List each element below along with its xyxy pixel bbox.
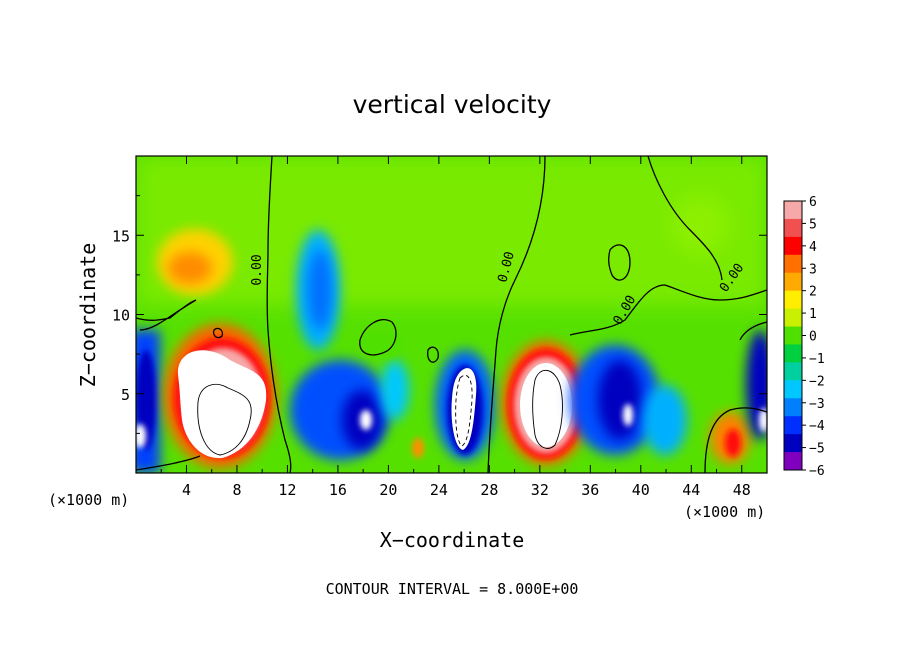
white-spot-18 — [360, 410, 372, 430]
x-tick-label: 44 — [682, 481, 700, 499]
contour-bottom-right — [704, 407, 767, 473]
colorbar-swatch — [784, 434, 802, 453]
colorbar-tick-label: −1 — [809, 352, 825, 367]
colorbar-swatch — [784, 308, 802, 328]
colorbar-swatch — [784, 362, 802, 381]
colorbar-swatch — [784, 380, 802, 399]
colorbar-tick-label: −2 — [809, 374, 825, 389]
x-tick-label: 12 — [278, 481, 296, 499]
colorbar-swatch — [784, 452, 802, 471]
colorbar-tick-label: 1 — [809, 307, 817, 322]
y-tick-label: 10 — [112, 307, 130, 325]
x-tick-label: 40 — [632, 481, 650, 499]
colorbar-tick-label: 2 — [809, 285, 817, 300]
cyan-right — [643, 385, 687, 455]
contour-core-left — [197, 383, 252, 456]
right-white-core — [759, 408, 767, 432]
y-tick-label: 15 — [112, 227, 130, 245]
colorbar-tick-label: 6 — [809, 195, 817, 210]
colorbar-tick-label: −4 — [809, 419, 825, 434]
heatmap-field — [136, 156, 767, 473]
contour-col-11 — [266, 156, 292, 473]
left-white-core — [136, 424, 146, 448]
light-patch-tr — [670, 195, 730, 255]
contour-42 — [647, 156, 723, 281]
x-tick-label: 24 — [430, 481, 448, 499]
colorbar-swatch — [784, 218, 802, 238]
blue-column-core — [308, 250, 332, 330]
contour-right-edge — [739, 321, 767, 341]
colorbar-swatch — [784, 416, 802, 435]
colorbar: 6 5 4 3 2 1 0 −1 −2 −3 −4 −5 −6 — [783, 195, 825, 479]
y-tick-label: 5 — [121, 386, 130, 404]
y-axis-label: Z−coordinate — [76, 243, 100, 388]
x-tick-label: 28 — [480, 481, 498, 499]
x-unit-label-right: (×1000 m) — [684, 503, 765, 521]
contour-24 — [427, 346, 439, 363]
colorbar-tick-label: −5 — [809, 442, 825, 457]
y-axis-ticks: 5 10 15 — [112, 195, 767, 434]
white-spot-38 — [623, 404, 633, 426]
colorbar-tick-label: 5 — [809, 217, 817, 232]
colorbar-swatch — [784, 236, 802, 256]
x-unit-label-left: (×1000 m) — [48, 491, 129, 509]
x-tick-label: 48 — [733, 481, 751, 499]
chart-title: vertical velocity — [353, 90, 552, 119]
x-tick-label: 20 — [379, 481, 397, 499]
warm-spot-47-core — [725, 429, 741, 457]
contour-lower-left — [136, 455, 201, 471]
colorbar-swatch — [784, 344, 802, 363]
colorbar-swatch — [784, 326, 802, 345]
x-axis-label: X−coordinate — [380, 528, 525, 552]
colorbar-tick-label: 0 — [809, 330, 817, 345]
contour-interval-note: CONTOUR INTERVAL = 8.000E+00 — [326, 580, 579, 598]
green-patch-16 — [360, 331, 404, 359]
x-axis-ticks: 4 8 12 16 20 24 28 32 36 40 44 48 — [160, 156, 751, 499]
colorbar-swatch — [784, 201, 802, 220]
contour-core-downdraft — [455, 374, 473, 447]
colorbar-tick-label: 4 — [809, 240, 817, 255]
colorbar-swatch — [784, 290, 802, 310]
downdraft-26-core — [451, 368, 477, 450]
x-tick-label: 36 — [581, 481, 599, 499]
x-tick-label: 8 — [232, 481, 241, 499]
colorbar-swatch — [784, 398, 802, 417]
contour-label-1: 0.00 — [250, 254, 265, 285]
contour-16-patch — [359, 319, 397, 356]
x-tick-label: 16 — [329, 481, 347, 499]
contour-core-right — [532, 370, 563, 449]
colorbar-swatch — [784, 272, 802, 292]
colorbar-tick-label: −3 — [809, 397, 825, 412]
orange-spot-20 — [412, 438, 424, 458]
contour-left — [136, 299, 197, 331]
contour-small-8 — [212, 327, 224, 339]
colorbar-tick-label: −6 — [809, 464, 825, 479]
contour-col-28 — [487, 156, 546, 473]
x-tick-label: 4 — [182, 481, 191, 499]
colorbar-swatch — [784, 254, 802, 274]
zero-contours — [136, 156, 767, 473]
colorbar-tick-label: 3 — [809, 262, 817, 277]
cyan-patch — [381, 360, 409, 420]
contour-36 — [569, 284, 767, 336]
x-tick-label: 32 — [531, 481, 549, 499]
blue-right-dark — [598, 360, 642, 440]
upper-light-area — [136, 156, 767, 306]
updraft-right-core — [520, 363, 572, 447]
contour-38-patch — [608, 244, 631, 281]
warm-plume-core — [168, 252, 212, 284]
